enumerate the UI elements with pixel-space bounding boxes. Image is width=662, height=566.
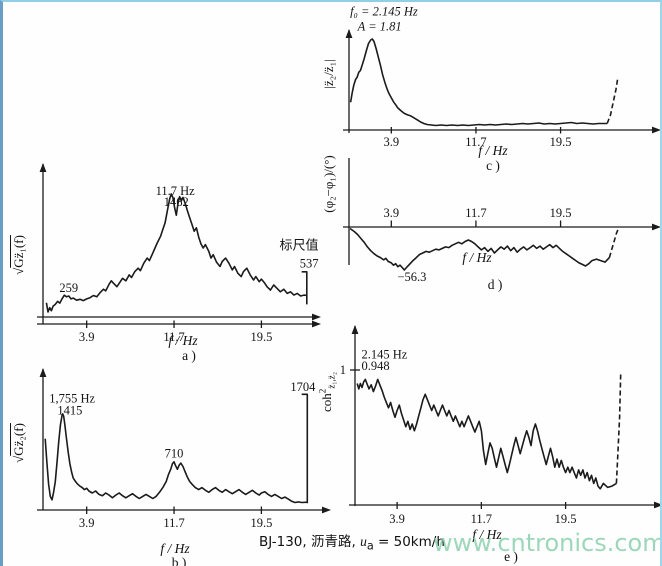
ylabel-segment: z̈₁,z̈₂: [326, 371, 337, 389]
curve-dashed-tail: [615, 374, 622, 484]
annotation: 1,755 Hz: [49, 392, 95, 406]
curve-transmissibility: [349, 38, 608, 127]
plot-b: 3.9 11.7 19.5 1,755 Hz 1415 710 1704 √Gz̈₂(f) …: [3, 365, 338, 566]
caption-suffix: = 50km/h: [373, 534, 445, 550]
annotation: 标尺值: [280, 238, 319, 254]
caption-subscript: a: [366, 539, 374, 553]
plot-c-canvas: 3.9 11.7 19.5 f₀ = 2.145 HzA = 1.81: [343, 4, 660, 149]
axis-arrowhead: [351, 325, 359, 334]
ylabel-segment: |z̈₂/z̈₁|: [321, 59, 336, 89]
x-tick-label: 11.7: [465, 206, 486, 220]
axis-arrowhead: [345, 29, 353, 38]
plot-d-panel-label: d ): [487, 277, 503, 292]
x-tick-label: 19.5: [555, 512, 577, 526]
annotation: A = 1.81: [357, 19, 402, 33]
caption-variable: u: [360, 534, 367, 549]
x-tick-label: 19.5: [550, 135, 572, 149]
x-tick-label: 3.9: [79, 516, 95, 530]
x-tick-label: 3.9: [389, 512, 405, 526]
plot-e: 3.9 11.7 19.5 1 2.145 Hz 0.948 coh2z̈₁,z̈₂ f …: [318, 310, 660, 566]
annotation: 1415: [57, 403, 82, 417]
curve-phase-difference: [349, 227, 610, 271]
plot-d-xlabel: f / Hz: [462, 250, 492, 265]
plot-c-xlabel: f / Hz: [478, 143, 508, 158]
curve-dashed-tail: [606, 79, 619, 124]
annotation: 710: [165, 447, 184, 461]
plot-a-ylabel: √Gz̈₁(f): [11, 235, 27, 275]
scale-bracket: [301, 271, 308, 305]
axis-arrowhead: [652, 223, 660, 231]
plot-a: 3.9 11.7 19.5 11.7 Hz 1462 259 标尺值 537 √Gz̈₁(f)…: [3, 160, 333, 365]
x-tick-label: 3.9: [384, 135, 400, 149]
annotation: 537: [300, 256, 319, 270]
x-tick-label: 11.7: [163, 516, 184, 530]
axis-arrowhead: [322, 506, 331, 514]
axis-arrowhead: [652, 126, 660, 134]
x-tick-label: 19.5: [250, 330, 272, 344]
axis-arrowhead: [312, 313, 321, 321]
x-tick-label: 11.7: [471, 512, 492, 526]
plot-a-panel-label: a ): [182, 348, 196, 363]
annotation: 2.145 Hz: [361, 348, 407, 362]
curve-coherence: [356, 378, 617, 490]
curve-sqrt-psd-z1: [45, 193, 307, 313]
ylabel-segment: (φ₂−φ₁)/(°): [321, 155, 336, 213]
y-tick-label: 1: [340, 363, 346, 377]
ylabel-segment: 2: [317, 388, 328, 394]
plot-b-ylabel: √Gz̈₂(f): [11, 423, 27, 463]
axis-arrowhead: [312, 320, 321, 328]
watermark-text: www.cntronics.com: [433, 529, 662, 557]
plot-e-xlabel: f / Hz: [472, 527, 502, 542]
plot-a-xlabel: f / Hz: [168, 333, 198, 348]
ylabel-segment: √: [11, 455, 26, 463]
annotation: 1462: [164, 195, 189, 209]
plot-d-canvas: 3.9 11.7 19.5 −56.3: [343, 158, 660, 284]
annotation: 1704: [290, 380, 316, 394]
figure-caption: BJ-130, 沥青路, ua = 50km/h: [259, 530, 445, 553]
plot-c-panel-label: c ): [486, 158, 500, 173]
curve-dashed-tail: [608, 228, 619, 258]
annotation: 0.948: [361, 359, 389, 373]
x-tick-label: 19.5: [250, 516, 272, 530]
plot-b-xlabel: f / Hz: [160, 541, 190, 556]
plot-c: 3.9 11.7 19.5 f₀ = 2.145 Hz A = 1.81 |z̈₂/z̈…: [321, 2, 660, 174]
x-tick-label: 3.9: [384, 206, 400, 220]
annotation: −56.3: [397, 270, 426, 284]
plot-b-panel-label: b ): [171, 555, 187, 566]
curve-sqrt-psd-z2: [44, 413, 308, 504]
axis-arrowhead: [39, 368, 47, 377]
axis-arrowhead: [39, 163, 47, 172]
plot-d: 3.9 11.7 19.5 −56.3 (φ₂−φ₁)/(°) f / Hz d ): [321, 155, 660, 304]
x-tick-label: 11.7: [163, 330, 184, 344]
x-tick-label: 3.9: [79, 330, 95, 344]
plot-c-ylabel: |z̈₂/z̈₁|: [321, 59, 337, 88]
caption-prefix: BJ-130, 沥青路,: [259, 534, 361, 550]
annotation: 11.7 Hz: [156, 184, 196, 198]
axis-arrowhead: [654, 501, 660, 509]
plot-d-ylabel: (φ₂−φ₁)/(°): [321, 155, 337, 213]
x-tick-label: 11.7: [465, 135, 486, 149]
plot-e-ylabel: coh2z̈₁,z̈₂: [318, 372, 337, 412]
ylabel-segment: Gz̈₂(f): [11, 423, 26, 456]
plot-e-canvas: 3.9 11.7 19.5 1 2.145 Hz0.948: [340, 325, 660, 526]
ylabel-segment: √: [11, 267, 26, 275]
plot-e-panel-label: e ): [504, 549, 518, 564]
annotation: f₀ = 2.145 Hz: [350, 4, 418, 18]
ylabel-segment: Gz̈₁(f): [11, 235, 26, 268]
annotation: 259: [59, 281, 78, 295]
scale-bracket: [301, 393, 309, 504]
x-tick-label: 19.5: [550, 206, 572, 220]
ylabel-segment: coh: [318, 393, 334, 413]
